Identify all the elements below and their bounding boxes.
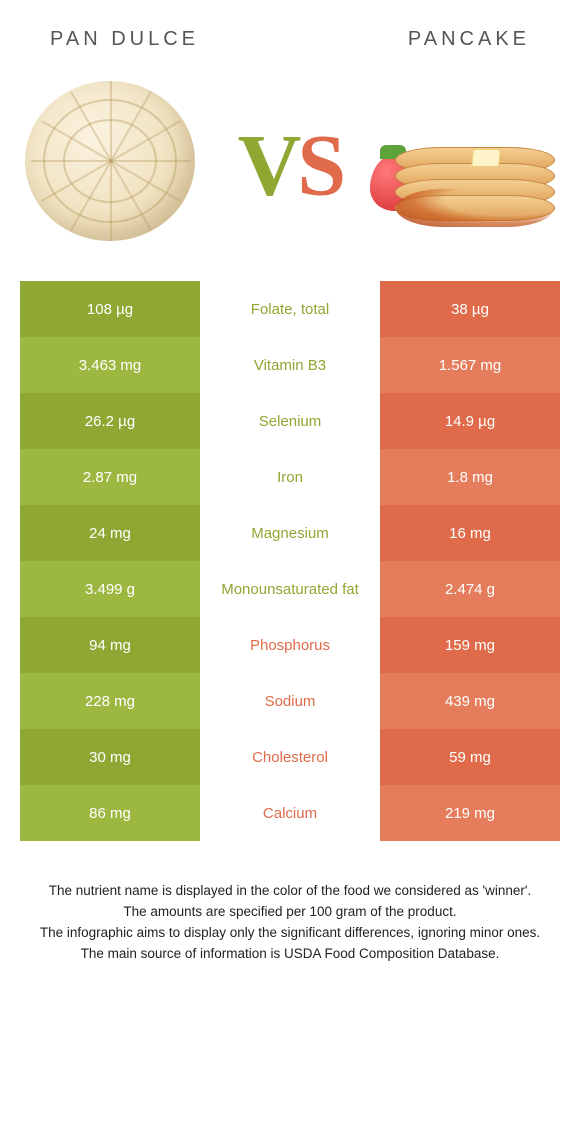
table-row: 30 mgCholesterol59 mg <box>20 729 560 785</box>
nutrient-label: Selenium <box>200 393 380 449</box>
food-images-row: V S <box>0 61 580 281</box>
table-row: 3.499 gMonounsaturated fat2.474 g <box>20 561 560 617</box>
nutrient-label: Monounsaturated fat <box>200 561 380 617</box>
footer-line-4: The main source of information is USDA F… <box>30 944 550 965</box>
table-row: 24 mgMagnesium16 mg <box>20 505 560 561</box>
right-value: 38 µg <box>380 281 560 337</box>
right-value: 1.567 mg <box>380 337 560 393</box>
left-value: 94 mg <box>20 617 200 673</box>
right-value: 219 mg <box>380 785 560 841</box>
right-value: 159 mg <box>380 617 560 673</box>
footer-line-2: The amounts are specified per 100 gram o… <box>30 902 550 923</box>
right-food-title: PANCAKE <box>408 28 530 51</box>
nutrient-label: Magnesium <box>200 505 380 561</box>
right-value: 1.8 mg <box>380 449 560 505</box>
right-value: 439 mg <box>380 673 560 729</box>
left-value: 3.499 g <box>20 561 200 617</box>
right-value: 16 mg <box>380 505 560 561</box>
footer-line-1: The nutrient name is displayed in the co… <box>30 881 550 902</box>
left-value: 86 mg <box>20 785 200 841</box>
pancake-image <box>370 76 560 246</box>
table-row: 228 mgSodium439 mg <box>20 673 560 729</box>
table-row: 94 mgPhosphorus159 mg <box>20 617 560 673</box>
left-value: 108 µg <box>20 281 200 337</box>
left-value: 3.463 mg <box>20 337 200 393</box>
right-value: 14.9 µg <box>380 393 560 449</box>
nutrient-comparison-table: 108 µgFolate, total38 µg3.463 mgVitamin … <box>20 281 560 841</box>
right-value: 2.474 g <box>380 561 560 617</box>
comparison-header: PAN DULCE PANCAKE <box>0 0 580 61</box>
table-row: 108 µgFolate, total38 µg <box>20 281 560 337</box>
footer-notes: The nutrient name is displayed in the co… <box>0 841 580 965</box>
table-row: 3.463 mgVitamin B31.567 mg <box>20 337 560 393</box>
table-row: 26.2 µgSelenium14.9 µg <box>20 393 560 449</box>
left-value: 30 mg <box>20 729 200 785</box>
vs-label: V S <box>238 115 343 216</box>
left-value: 26.2 µg <box>20 393 200 449</box>
nutrient-label: Calcium <box>200 785 380 841</box>
vs-v: V <box>238 115 298 216</box>
pan-dulce-image <box>20 76 210 246</box>
left-value: 2.87 mg <box>20 449 200 505</box>
nutrient-label: Phosphorus <box>200 617 380 673</box>
table-row: 86 mgCalcium219 mg <box>20 785 560 841</box>
nutrient-label: Vitamin B3 <box>200 337 380 393</box>
left-food-title: PAN DULCE <box>50 28 199 51</box>
table-row: 2.87 mgIron1.8 mg <box>20 449 560 505</box>
footer-line-3: The infographic aims to display only the… <box>30 923 550 944</box>
vs-s: S <box>297 115 342 216</box>
nutrient-label: Iron <box>200 449 380 505</box>
left-value: 228 mg <box>20 673 200 729</box>
nutrient-label: Folate, total <box>200 281 380 337</box>
nutrient-label: Cholesterol <box>200 729 380 785</box>
left-value: 24 mg <box>20 505 200 561</box>
right-value: 59 mg <box>380 729 560 785</box>
nutrient-label: Sodium <box>200 673 380 729</box>
